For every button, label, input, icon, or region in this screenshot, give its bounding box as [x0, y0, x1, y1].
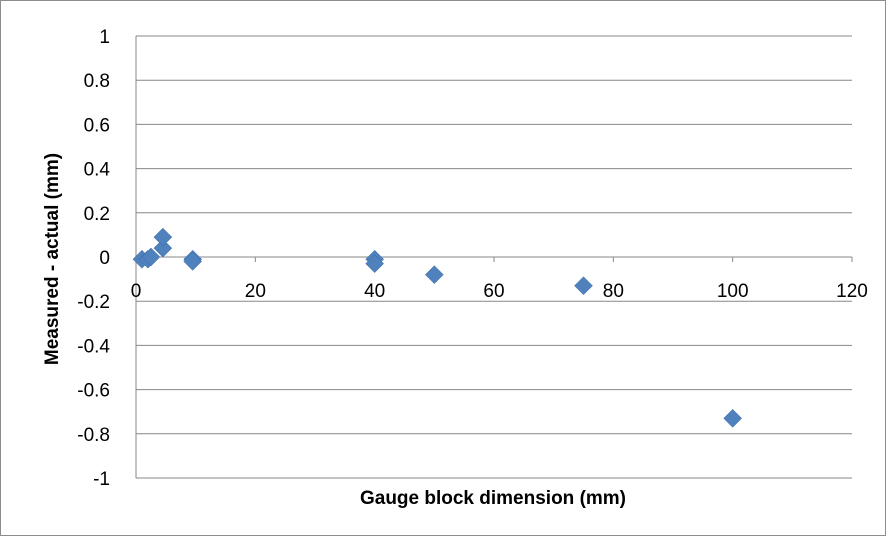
y-tick-label: 1 [99, 27, 110, 48]
y-tick-label: 0.6 [84, 115, 110, 136]
y-tick-label: -0.6 [77, 381, 110, 402]
x-tick-label: 80 [603, 281, 624, 302]
x-tick-label: 40 [364, 281, 385, 302]
data-point [365, 254, 385, 273]
x-tick-label: 0 [131, 281, 142, 302]
data-point [153, 227, 173, 247]
data-points [132, 227, 743, 428]
y-tick-label: 0 [99, 248, 110, 269]
y-tick-label: 0.4 [84, 160, 111, 181]
data-point [153, 238, 173, 258]
y-tick-label: -0.2 [77, 292, 110, 313]
y-tick-label: -1 [93, 469, 110, 490]
y-axis-title: Measured - actual (mm) [42, 153, 63, 365]
x-axis-title: Gauge block dimension (mm) [360, 488, 626, 509]
x-tick-labels: 0 20 40 60 80 100 120 [131, 281, 868, 302]
y-tick-label: -0.4 [77, 336, 110, 357]
data-point [141, 247, 161, 267]
x-tick-label: 60 [483, 281, 504, 302]
data-point [574, 276, 593, 296]
axes [135, 36, 853, 478]
x-tick-label: 120 [836, 281, 868, 302]
data-point [183, 252, 203, 271]
x-tick-label: 100 [717, 281, 749, 302]
y-tick-label: 0.2 [84, 204, 110, 225]
y-tick-label: 0.8 [84, 71, 110, 92]
y-tick-labels: 1 0.8 0.6 0.4 0.2 0 -0.2 -0.4 -0.6 -0.8 -1 [77, 27, 110, 490]
data-point [424, 265, 444, 285]
data-point [723, 408, 743, 428]
y-tick-label: -0.8 [77, 425, 110, 446]
x-tick-label: 20 [245, 281, 266, 302]
